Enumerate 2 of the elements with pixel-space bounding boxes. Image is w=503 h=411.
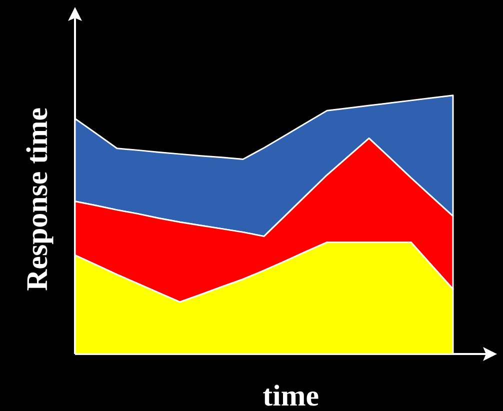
y-axis-title: Response time	[26, 108, 54, 290]
x-axis-title: time	[263, 384, 318, 406]
